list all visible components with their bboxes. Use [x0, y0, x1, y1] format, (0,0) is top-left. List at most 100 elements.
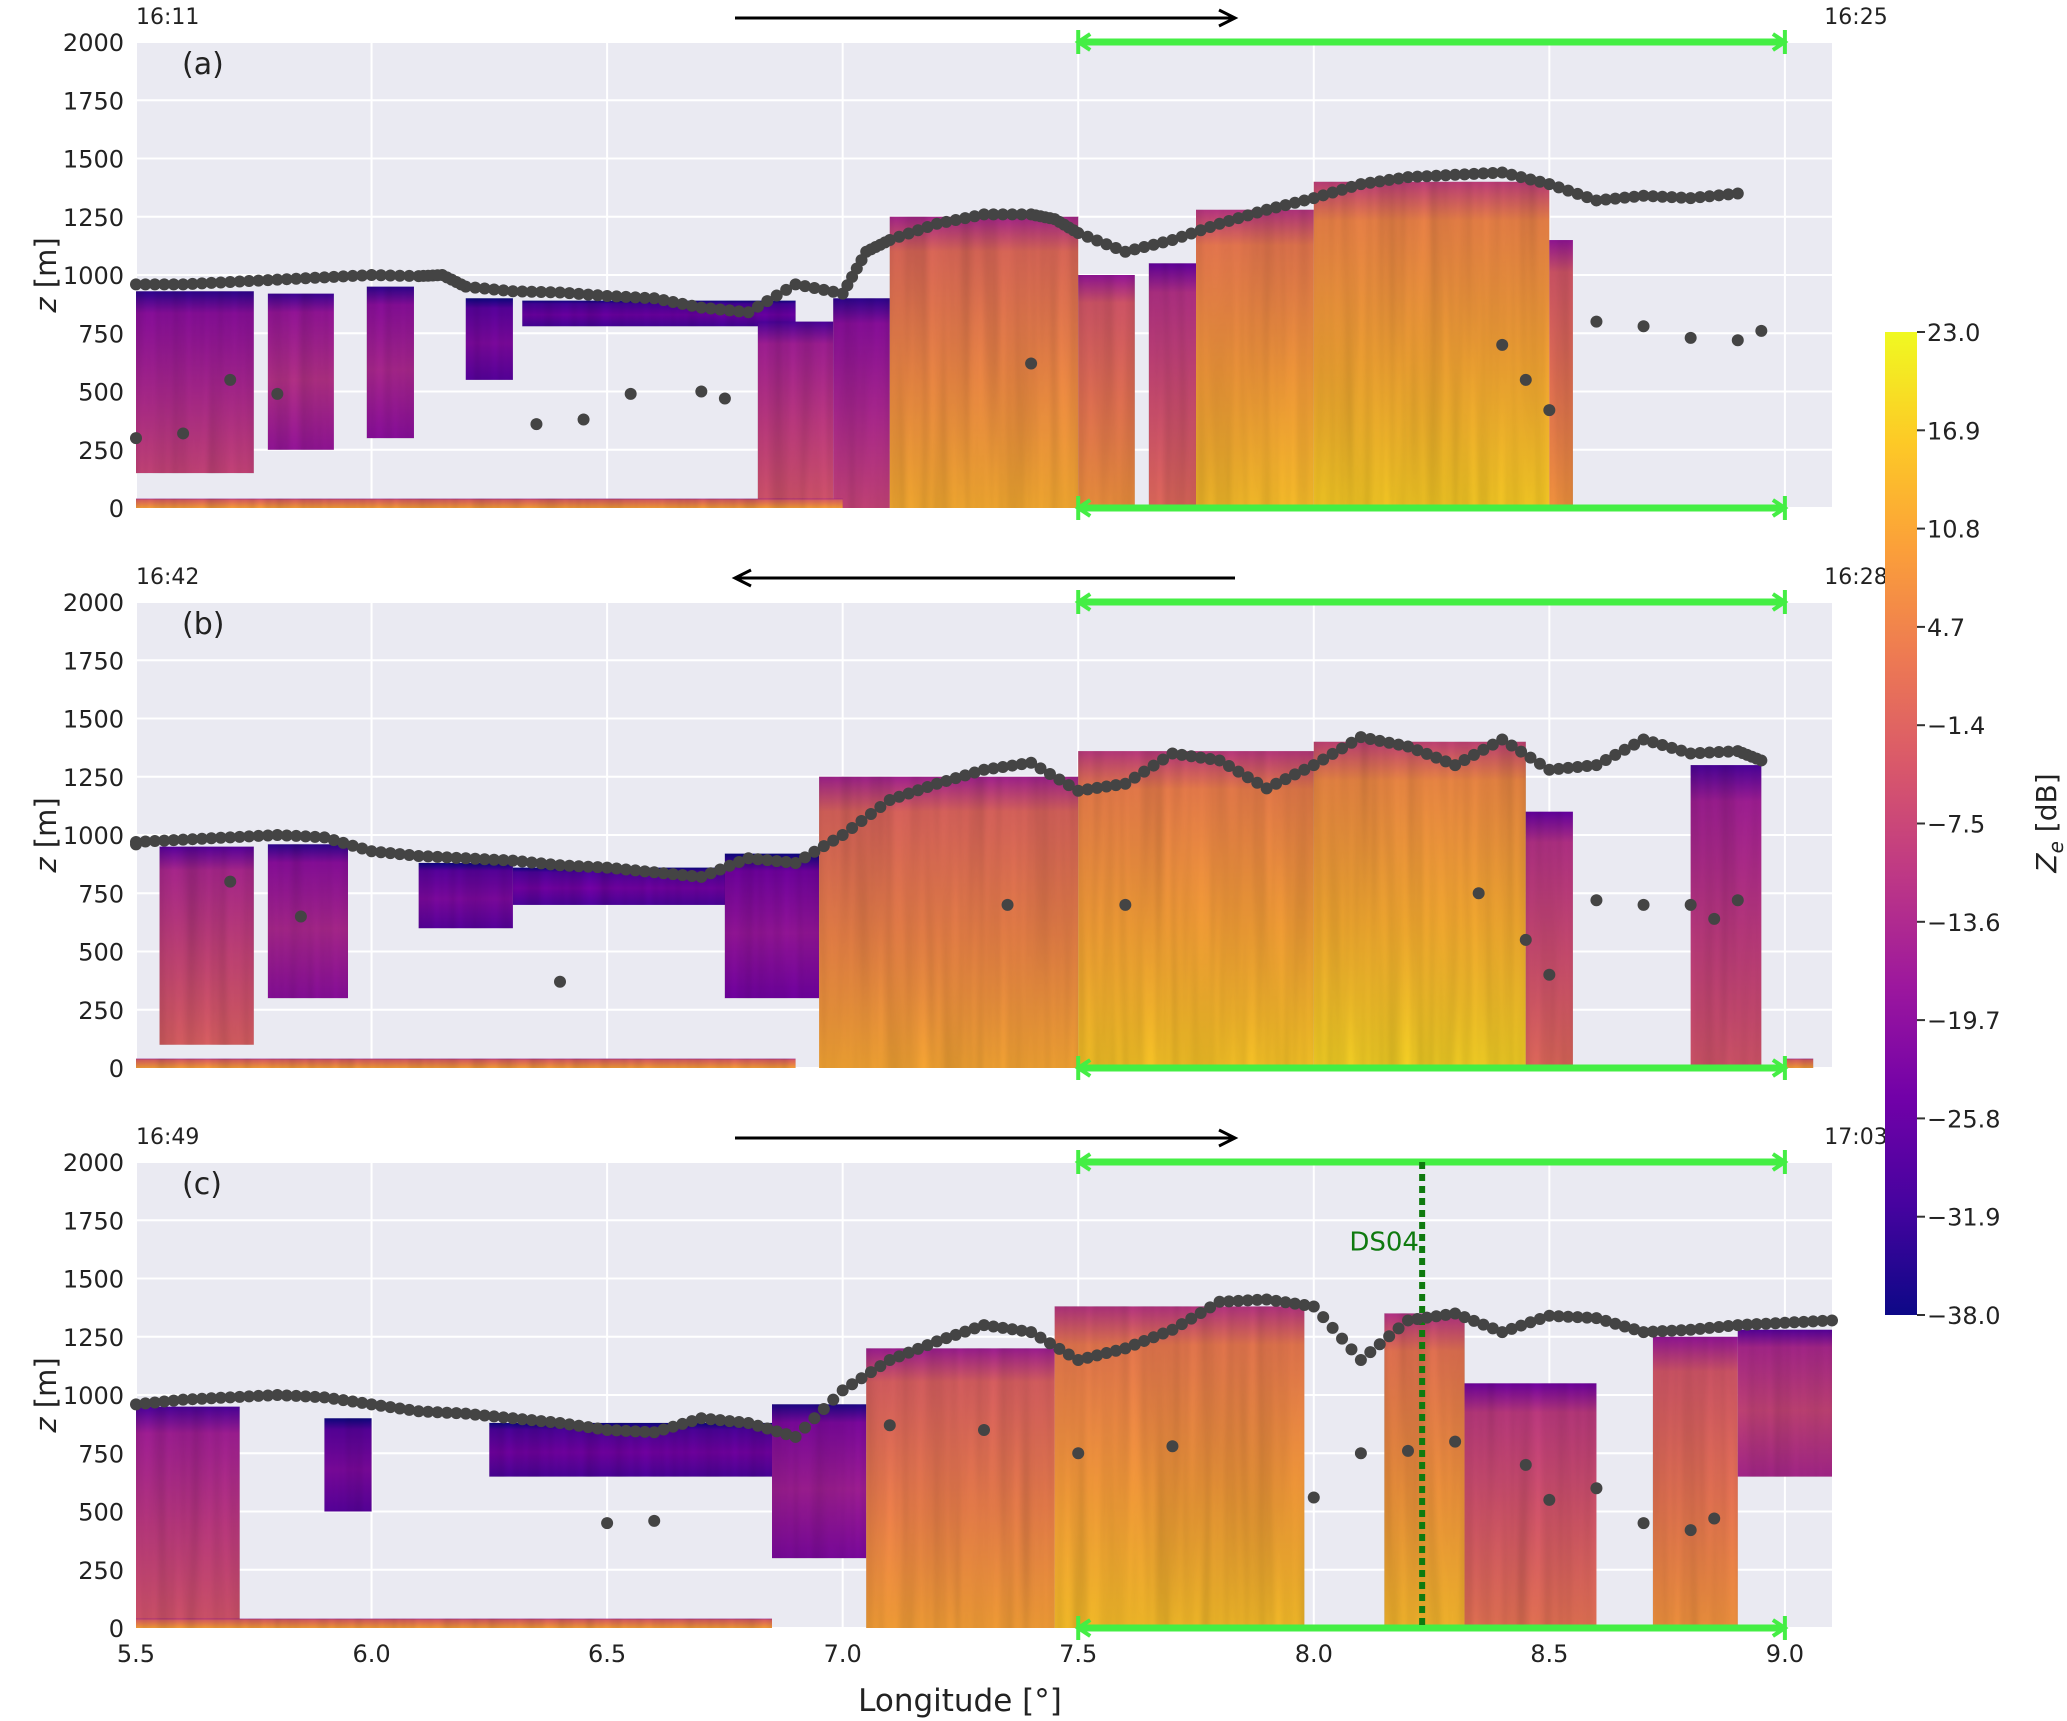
cloud-top-point: [978, 1319, 990, 1332]
cloud-top-point: [1703, 1321, 1716, 1334]
cloud-top-point: [1637, 189, 1650, 202]
cloud-top-point: [1138, 241, 1151, 254]
colorbar-tick-label: −19.7: [1927, 1007, 2001, 1035]
echo-texture: [1652, 1336, 1738, 1628]
cloud-top-point: [1317, 1311, 1330, 1324]
cloud-top-point: [978, 763, 990, 776]
colorbar-label-main: Z: [2030, 853, 2063, 874]
cloud-top-point: [798, 851, 811, 864]
cloud-top-point: [591, 1422, 604, 1435]
cloud-top-point: [855, 815, 868, 828]
cloud-top-point: [243, 830, 256, 843]
echo-texture: [1525, 811, 1573, 1068]
cloud-top-point: [1194, 751, 1207, 764]
cloud-top-point: [1232, 1294, 1245, 1307]
cloud-top-point: [403, 1403, 416, 1416]
y-tick-label: 750: [78, 320, 124, 348]
cloud-top-point: [676, 869, 689, 882]
cloud-top-point: [1034, 762, 1047, 775]
cloud-top-point: [1128, 771, 1141, 784]
cloud-base-point: [1307, 1491, 1320, 1504]
cloud-top-point: [808, 845, 821, 858]
cloud-top-point: [1175, 230, 1188, 243]
cloud-top-point: [356, 842, 369, 855]
cloud-top-point: [1618, 1320, 1631, 1333]
echo-texture: [366, 286, 414, 439]
cloud-top-point: [327, 834, 340, 847]
cloud-top-point: [1185, 227, 1198, 240]
cloud-top-point: [930, 777, 943, 790]
cloud-top-point: [610, 1424, 623, 1437]
cloud-top-point: [148, 1396, 161, 1409]
cloud-top-point: [1477, 1318, 1490, 1331]
cloud-top-point: [1533, 757, 1546, 770]
echo-texture: [1464, 1383, 1597, 1628]
direction-arrowhead: [1218, 8, 1239, 28]
cloud-top-point: [1081, 1351, 1094, 1364]
cloud-top-point: [1383, 173, 1396, 186]
cloud-base-point: [1731, 334, 1744, 347]
cloud-base-point: [1684, 1524, 1697, 1537]
cloud-top-point: [186, 1393, 199, 1406]
cloud-top-point: [1345, 1343, 1358, 1356]
cloud-top-point: [1317, 189, 1330, 202]
cloud-top-point: [751, 300, 764, 313]
x-axis-title: Longitude [°]: [858, 1683, 1062, 1719]
cloud-top-point: [940, 1332, 953, 1345]
cloud-top-point: [770, 855, 783, 868]
y-tick-label: 1500: [63, 1266, 124, 1294]
cloud-top-point: [1015, 758, 1028, 771]
cloud-base-point: [978, 1423, 990, 1436]
cloud-top-point: [685, 870, 698, 883]
cloud-top-point: [968, 210, 981, 223]
cloud-top-point: [488, 1410, 501, 1423]
cloud-top-point: [987, 762, 1000, 775]
cloud-top-point: [1571, 760, 1584, 773]
cloud-top-point: [1392, 172, 1405, 185]
y-axis-title-var: z: [29, 297, 63, 314]
echo-texture: [866, 1348, 1055, 1628]
cloud-top-point: [610, 290, 623, 303]
cloud-top-point: [261, 829, 274, 842]
cloud-base-point: [1755, 324, 1768, 337]
cloud-top-point: [1430, 751, 1443, 764]
green-segment-arrowhead: [1771, 32, 1789, 52]
cloud-top-point: [1232, 212, 1245, 225]
cloud-top-point: [1741, 1318, 1754, 1331]
cloud-top-point: [1581, 760, 1594, 773]
cloud-top-point: [1081, 230, 1094, 243]
cloud-top-point: [723, 859, 736, 872]
cloud-top-point: [459, 852, 472, 865]
cloud-top-point: [525, 1414, 538, 1427]
cloud-top-point: [497, 284, 510, 297]
cloud-top-point: [798, 280, 811, 293]
cloud-top-point: [1270, 1294, 1283, 1307]
cloud-top-point: [1609, 748, 1622, 761]
echo-texture: [772, 1404, 867, 1559]
cloud-top-point: [1515, 1319, 1528, 1332]
y-axis-title-unit: [m]: [29, 1357, 63, 1417]
panel-1: 0 250 500 750 1000 1250 1500 1750 2000 z [m] (b) 16…: [29, 565, 1888, 1083]
cloud-top-point: [1392, 738, 1405, 751]
cloud-top-point: [1769, 1317, 1782, 1330]
cloud-top-point: [789, 1430, 802, 1443]
cloud-top-point: [1581, 1311, 1594, 1324]
cloud-base-point: [1519, 373, 1532, 386]
cloud-top-point: [902, 787, 915, 800]
time-right: 17:03: [1824, 1125, 1887, 1150]
cloud-base-point: [1590, 1482, 1603, 1495]
cloud-top-point: [1402, 740, 1414, 753]
cloud-top-point: [554, 286, 566, 299]
y-axis-title: z [m]: [29, 797, 63, 873]
cloud-top-point: [1599, 193, 1612, 206]
cloud-top-point: [1712, 189, 1725, 202]
cloud-top-point: [949, 772, 962, 785]
cloud-top-point: [1119, 245, 1132, 258]
cloud-top-point: [987, 1320, 1000, 1333]
cloud-top-point: [1119, 1342, 1132, 1355]
cloud-top-point: [1656, 1325, 1669, 1338]
cloud-top-point: [789, 278, 802, 291]
cloud-base-point: [130, 838, 142, 851]
cloud-top-point: [968, 766, 981, 779]
